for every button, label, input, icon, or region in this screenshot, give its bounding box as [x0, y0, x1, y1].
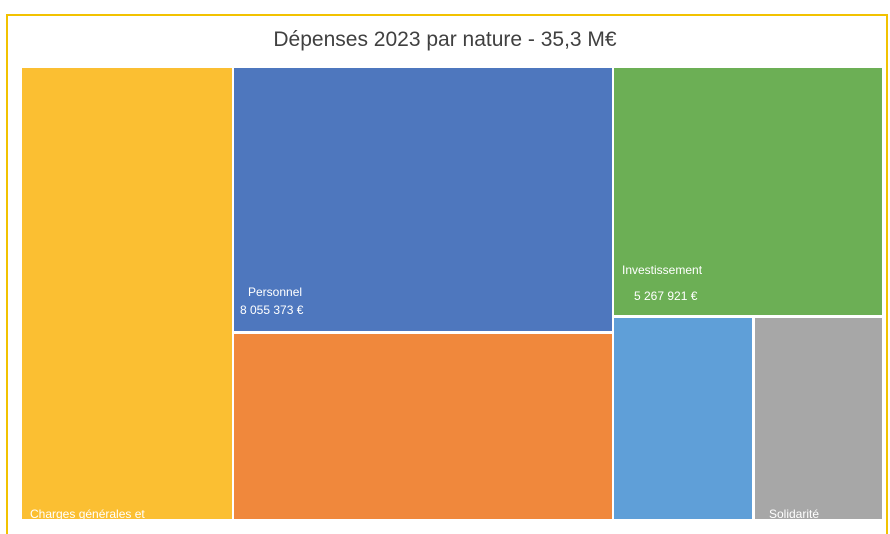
- tile-value-personnel: 8 055 373 €: [240, 303, 304, 317]
- tile-value-investissement: 5 267 921 €: [634, 289, 698, 303]
- tile-label-investissement: Investissement: [622, 263, 703, 277]
- treemap-tile-orange: [234, 334, 612, 519]
- treemap-tile-lightblue: [614, 318, 752, 519]
- treemap-tile-solidarite: Solidarité: [755, 318, 882, 521]
- chart-title: Dépenses 2023 par nature - 35,3 M€: [273, 28, 617, 51]
- treemap-tile-personnel: Personnel 8 055 373 €: [234, 68, 612, 331]
- tile-label-personnel: Personnel: [248, 285, 303, 299]
- tile-label-solidarite: Solidarité: [769, 507, 820, 521]
- tile-label-charges: Charges générales et: [30, 507, 145, 521]
- treemap-tile-charges: Charges générales et: [22, 68, 232, 521]
- treemap-tile-investissement: Investissement 5 267 921 €: [614, 68, 882, 315]
